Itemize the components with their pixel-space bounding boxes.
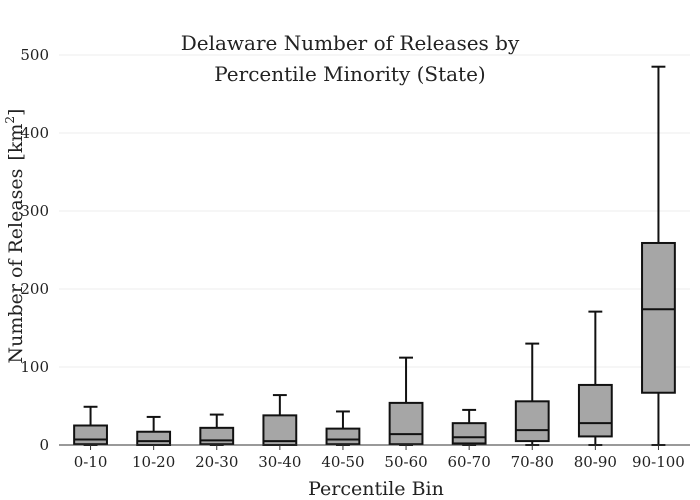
box-60-70 — [451, 408, 487, 446]
chart-title-line-1: Delaware Number of Releases by — [181, 31, 520, 55]
iqr-box — [451, 422, 487, 445]
y-tick-label: 300 — [20, 202, 49, 220]
y-tick-label: 500 — [20, 46, 49, 64]
x-tick-label: 40-50 — [321, 453, 364, 471]
iqr-box — [514, 400, 550, 443]
x-tick-label: 0-10 — [74, 453, 108, 471]
y-axis-unit-close: ] — [5, 109, 27, 116]
iqr-box — [136, 430, 172, 446]
box-80-90 — [577, 310, 613, 446]
x-tick-label: 10-20 — [132, 453, 175, 471]
x-tick-label: 50-60 — [384, 453, 427, 471]
iqr-box — [577, 383, 613, 438]
y-axis-unit: [km — [5, 124, 27, 161]
y-axis-unit-superscript: 2 — [3, 116, 17, 124]
box-30-40 — [262, 394, 298, 446]
y-axis-ticks: 0 100 200 300 400 500 — [20, 46, 49, 454]
box-50-60 — [388, 356, 424, 446]
x-tick-label: 60-70 — [448, 453, 491, 471]
box-series — [73, 65, 676, 446]
box-70-80 — [514, 342, 550, 446]
box-0-10 — [73, 405, 108, 446]
box-40-50 — [325, 410, 361, 446]
y-axis-label-text: Number of Releases — [5, 169, 27, 364]
y-tick-label: 200 — [20, 280, 49, 298]
x-tick-label: 30-40 — [258, 453, 301, 471]
iqr-box — [641, 241, 676, 394]
iqr-box — [73, 424, 108, 446]
chart-title-line-2: Percentile Minority (State) — [214, 62, 485, 86]
gridlines — [59, 54, 690, 368]
y-tick-label: 400 — [20, 124, 49, 142]
x-tick-label: 70-80 — [511, 453, 554, 471]
iqr-box — [388, 401, 424, 446]
box-20-30 — [199, 413, 235, 446]
x-tick-label: 20-30 — [195, 453, 238, 471]
y-axis-label: Number of Releases [km2] — [3, 109, 27, 364]
iqr-box — [199, 426, 235, 446]
y-tick-label: 0 — [39, 436, 49, 454]
iqr-box — [325, 427, 361, 446]
y-tick-label: 100 — [20, 358, 49, 376]
box-90-100 — [641, 65, 676, 446]
x-axis-label: Percentile Bin — [308, 478, 444, 500]
box-10-20 — [136, 415, 172, 446]
x-tick-label: 90-100 — [632, 453, 685, 471]
x-tick-label: 80-90 — [574, 453, 617, 471]
x-axis-ticks: 0-10 10-20 20-30 30-40 40-50 50-60 60-70 70-80 8… — [74, 445, 685, 471]
